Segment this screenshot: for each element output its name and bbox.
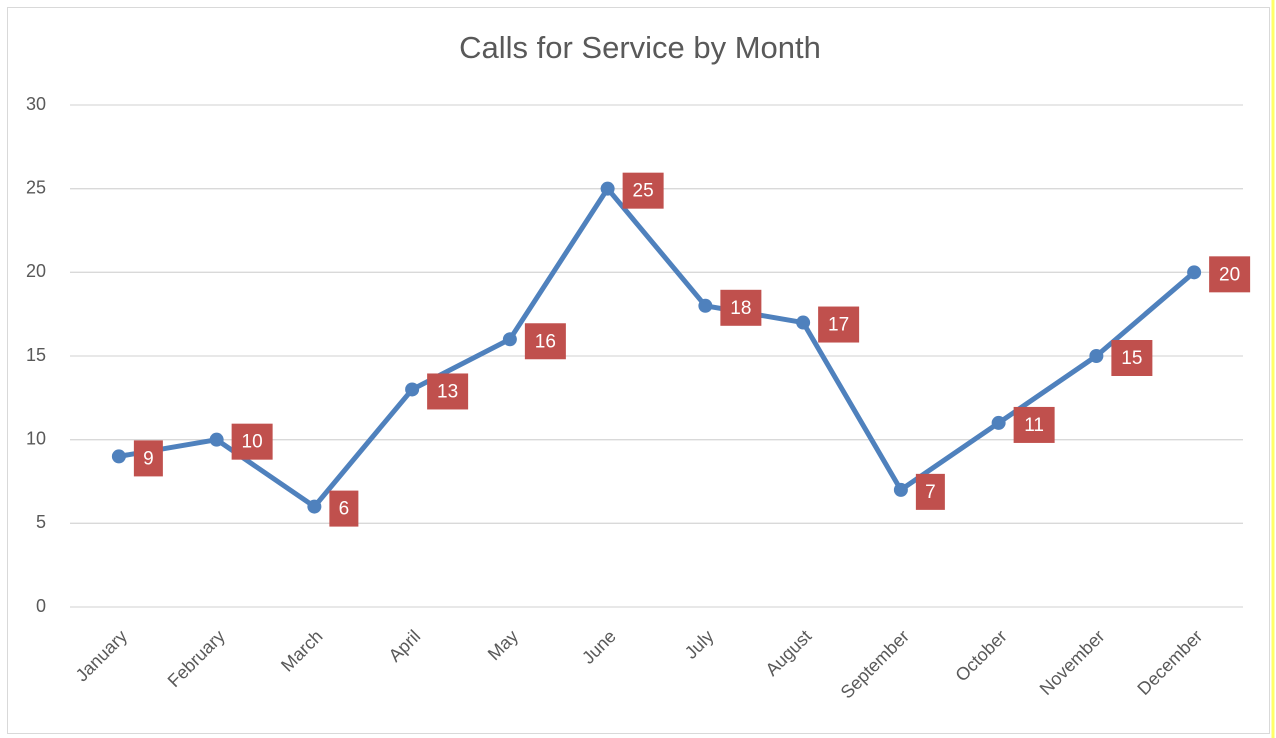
data-label-box	[1111, 340, 1153, 376]
data-label: 15	[1121, 348, 1142, 369]
data-label-box	[1013, 406, 1055, 443]
data-point	[209, 432, 224, 447]
data-point	[502, 332, 517, 347]
y-tick-label: 15	[26, 345, 46, 365]
data-label-box	[915, 473, 945, 510]
data-label: 7	[925, 482, 936, 503]
data-label: 17	[828, 315, 849, 336]
y-tick-label: 30	[26, 94, 46, 114]
data-label: 25	[633, 181, 654, 202]
data-label-box	[329, 490, 359, 527]
y-tick-label: 5	[36, 512, 46, 532]
data-label-box	[133, 440, 163, 477]
data-label-box	[1209, 256, 1251, 293]
data-point	[1089, 349, 1104, 363]
chart-border	[7, 7, 1270, 734]
data-point	[307, 499, 322, 514]
data-label-box	[231, 423, 273, 460]
data-point	[405, 382, 420, 397]
data-label: 9	[143, 448, 154, 469]
data-point	[1187, 265, 1202, 280]
data-point	[893, 482, 908, 497]
y-tick-label: 10	[26, 428, 46, 448]
chart-title: Calls for Service by Month	[459, 30, 821, 65]
data-point	[111, 449, 126, 464]
y-tick-label: 0	[36, 596, 46, 616]
data-point	[698, 298, 713, 313]
data-label: 6	[339, 499, 350, 520]
data-point	[991, 415, 1006, 430]
data-label: 11	[1024, 415, 1044, 436]
data-label: 20	[1219, 264, 1240, 285]
data-point	[600, 181, 615, 196]
data-label-box	[524, 323, 566, 360]
data-point	[796, 315, 811, 330]
data-label-box	[720, 289, 762, 326]
y-tick-label: 25	[26, 177, 46, 197]
data-label: 16	[535, 331, 556, 352]
data-label-box	[818, 306, 860, 343]
data-label: 13	[437, 381, 458, 402]
data-label: 18	[730, 298, 751, 319]
data-label-box	[427, 373, 469, 410]
y-tick-label: 20	[26, 261, 46, 281]
data-label-box	[622, 172, 664, 209]
data-label: 10	[242, 432, 263, 453]
